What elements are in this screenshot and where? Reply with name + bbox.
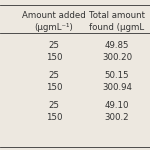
Text: found (μgmL: found (μgmL [89, 22, 145, 32]
Text: 25: 25 [48, 70, 60, 80]
Text: 49.10: 49.10 [105, 100, 129, 109]
Text: 25: 25 [48, 40, 60, 50]
Text: 300.2: 300.2 [105, 113, 129, 122]
Text: 49.85: 49.85 [105, 40, 129, 50]
Text: (μgmL⁻¹): (μgmL⁻¹) [35, 22, 73, 32]
Text: 25: 25 [48, 100, 60, 109]
Text: 150: 150 [46, 53, 62, 62]
Text: Amount added: Amount added [22, 11, 86, 20]
Text: 150: 150 [46, 113, 62, 122]
Text: 300.20: 300.20 [102, 53, 132, 62]
Text: 50.15: 50.15 [105, 70, 129, 80]
Text: 300.94: 300.94 [102, 83, 132, 92]
Text: 150: 150 [46, 83, 62, 92]
Text: Total amount: Total amount [89, 11, 145, 20]
